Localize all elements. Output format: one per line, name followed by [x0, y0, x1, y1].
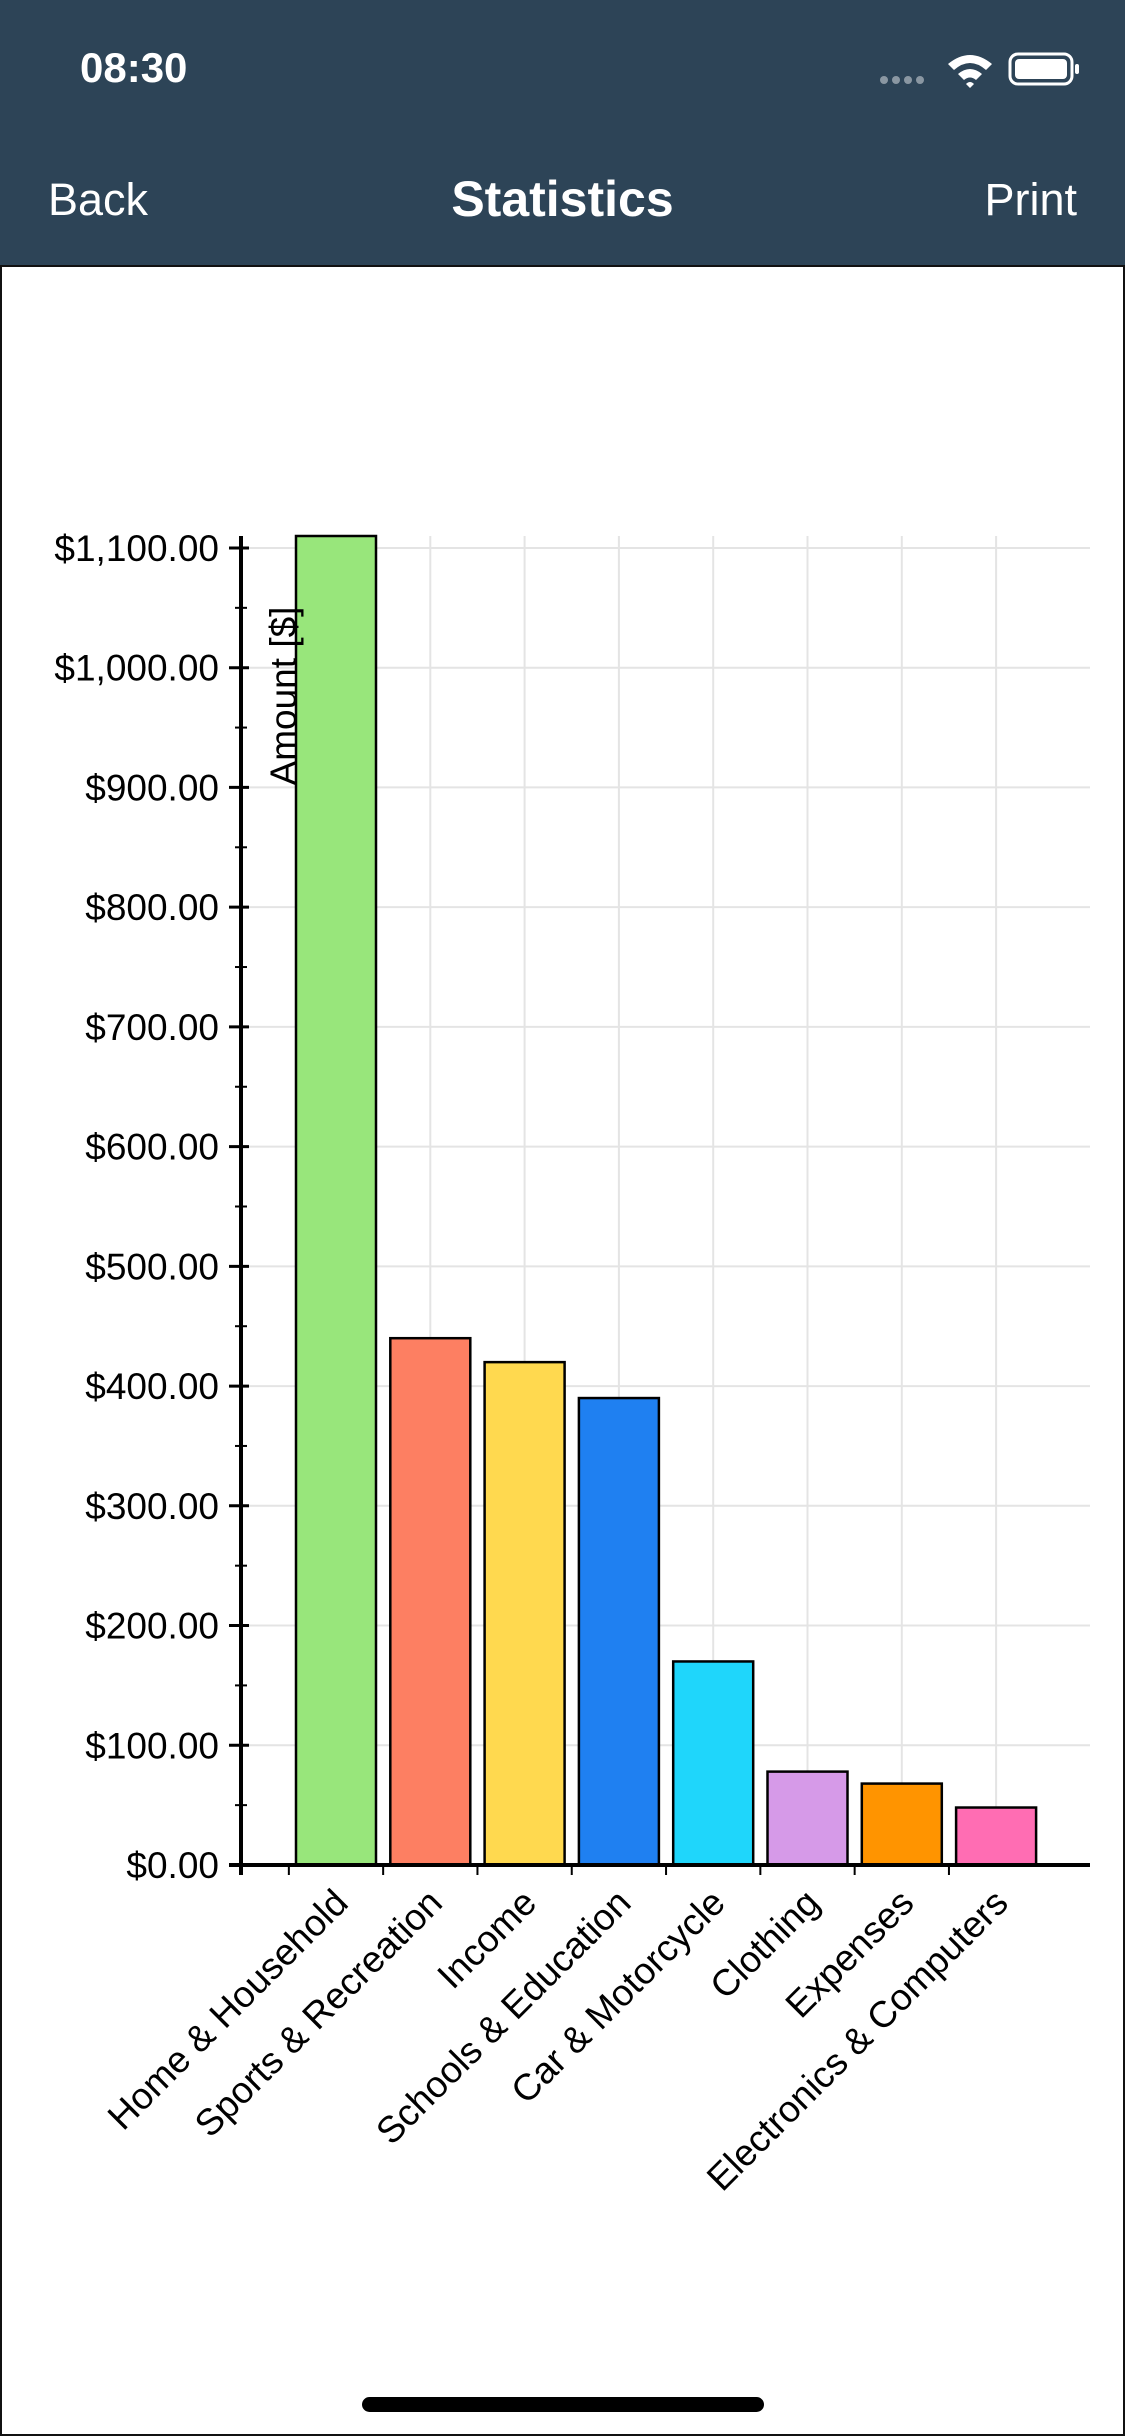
y-tick-label: $700.00: [85, 1007, 219, 1048]
print-button[interactable]: Print: [984, 174, 1077, 225]
y-tick-label: $600.00: [85, 1127, 219, 1168]
status-icons: [880, 52, 1079, 88]
y-tick-label: $400.00: [85, 1366, 219, 1407]
bar: [954, 1806, 1038, 1867]
bar: [860, 1782, 944, 1867]
bar: [389, 1336, 472, 1867]
y-tick-label: $200.00: [85, 1606, 219, 1647]
bar: [766, 1770, 849, 1867]
y-tick-label: $900.00: [85, 767, 219, 808]
back-button[interactable]: Back: [48, 174, 149, 225]
screen-title: Statistics: [451, 171, 674, 227]
bar: [671, 1660, 755, 1867]
y-tick-label: $800.00: [85, 887, 219, 928]
y-tick-label: $300.00: [85, 1486, 219, 1527]
y-tick-label: $100.00: [85, 1725, 219, 1766]
y-tick-label: $500.00: [85, 1246, 219, 1287]
content-frame: [0, 265, 1125, 2436]
y-axis-label: Amount [$]: [263, 607, 304, 786]
home-indicator: [362, 2397, 764, 2412]
status-time: 08:30: [80, 44, 188, 91]
y-tick-label: $1,000.00: [54, 648, 219, 689]
nav-header: 08:30 Back Statistics Print: [0, 0, 1125, 265]
bar: [483, 1360, 566, 1867]
bar: [577, 1396, 661, 1867]
bar: [294, 534, 378, 1867]
y-tick-label: $1,100.00: [54, 528, 219, 569]
y-tick-label: $0.00: [126, 1845, 219, 1886]
